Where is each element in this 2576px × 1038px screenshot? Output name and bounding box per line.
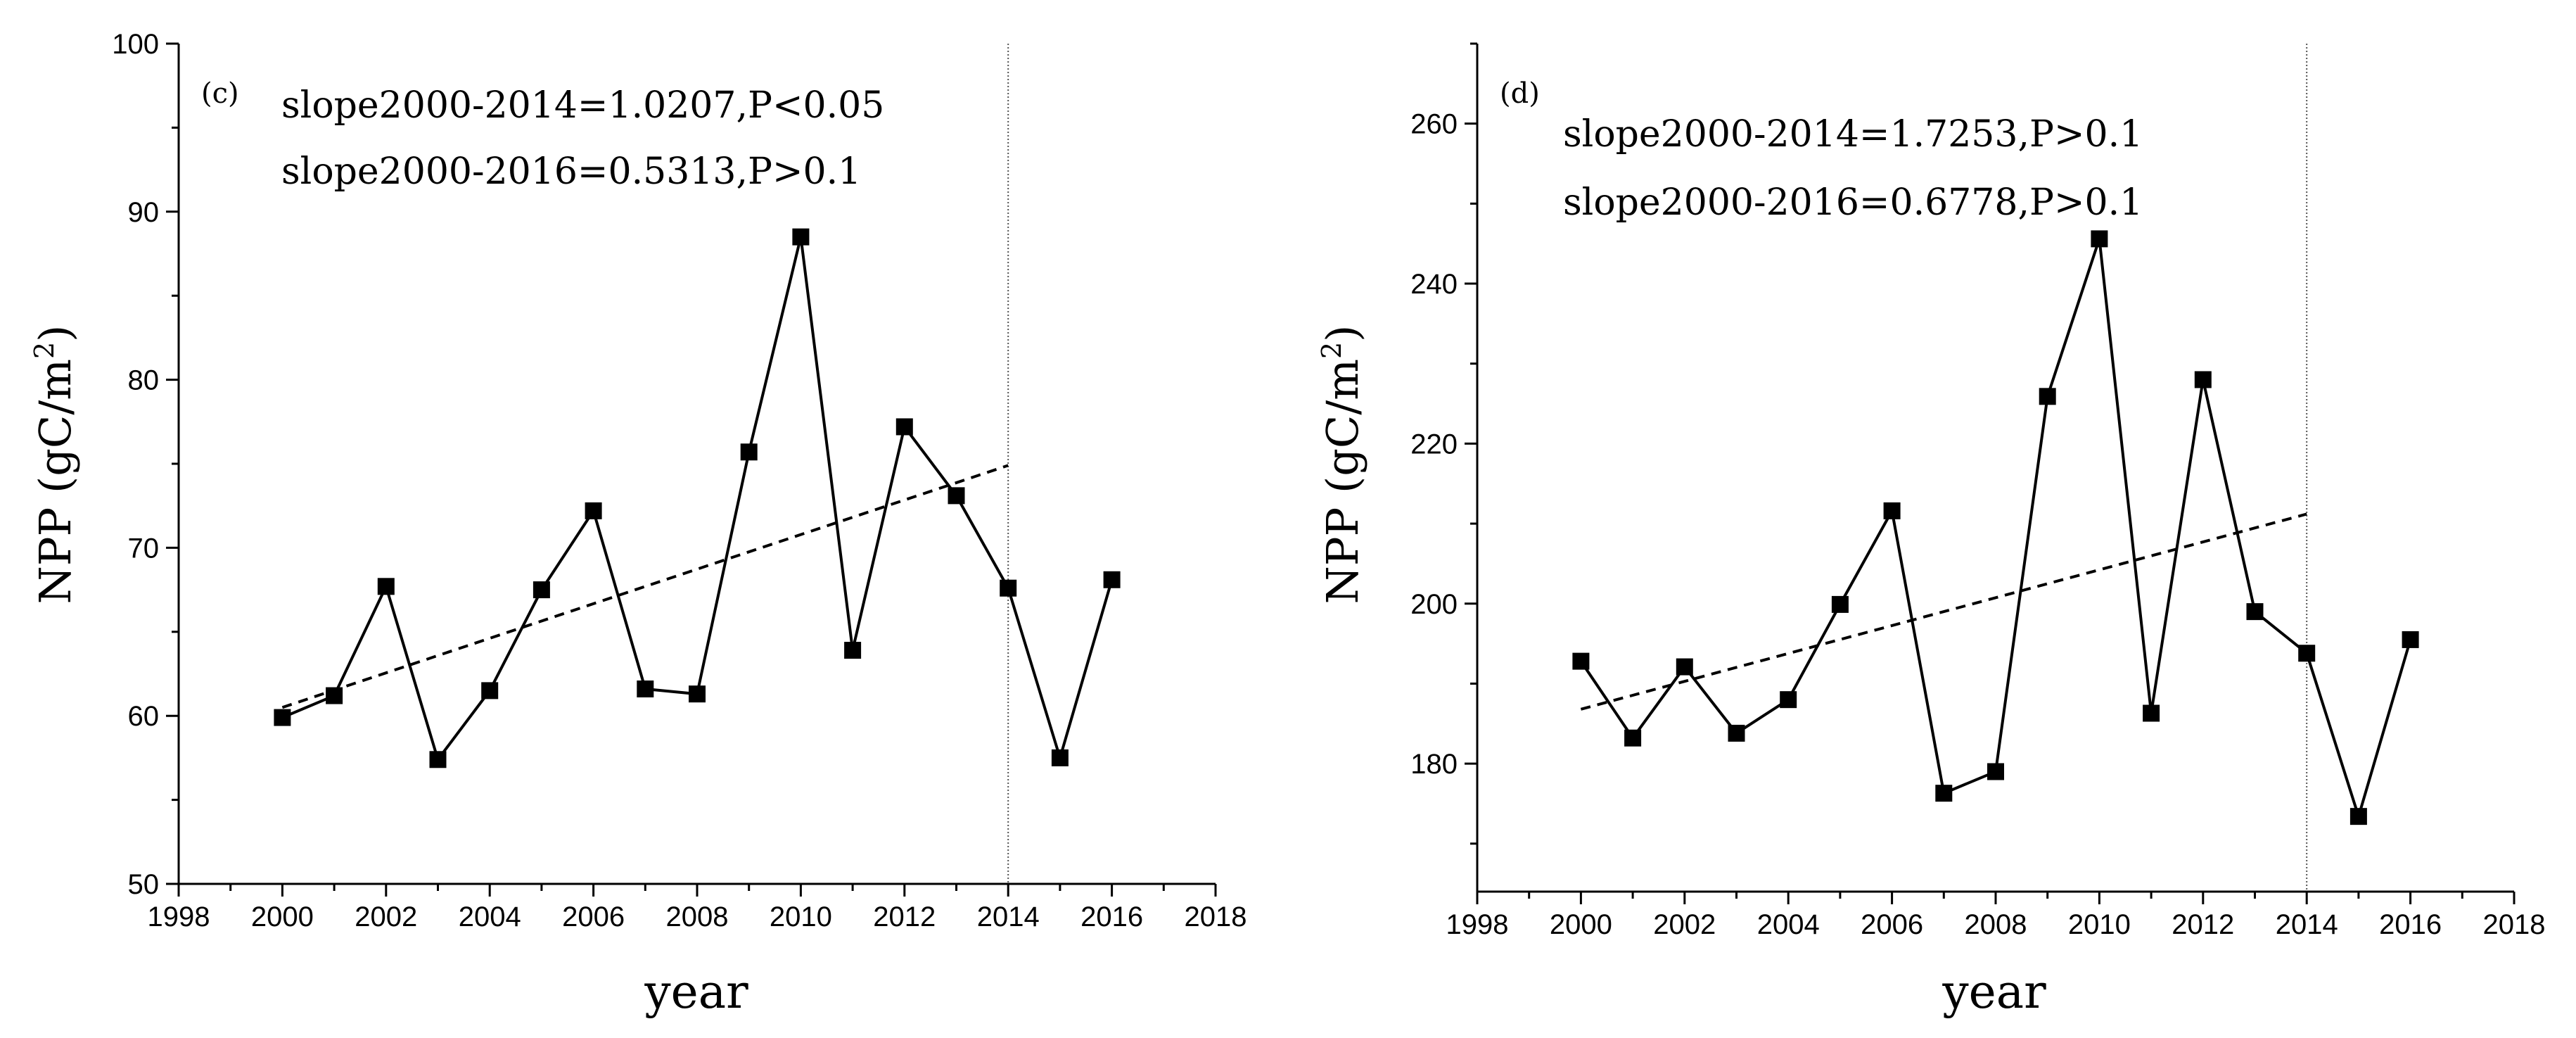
data-point	[844, 642, 862, 659]
data-point	[2091, 230, 2108, 248]
y-tick-label: 50	[128, 869, 160, 900]
data-point	[1987, 763, 2004, 780]
x-tick-label: 2002	[1653, 909, 1716, 940]
panel-c: 1998 2000 2002 2004 2006 2008 2010 2012 2014 2016…	[29, 29, 1246, 1019]
y-tick-label: 90	[128, 197, 160, 228]
data-point	[1780, 691, 1797, 709]
data-point	[1051, 749, 1069, 766]
x-tick-label: 2004	[1757, 909, 1820, 940]
x-tick-label: 2004	[459, 901, 521, 932]
x-axis-title: year	[644, 965, 748, 1019]
x-tick-label: 2018	[2483, 909, 2546, 940]
data-point	[792, 228, 810, 246]
data-point	[2194, 371, 2212, 388]
trend-line	[1580, 512, 2307, 711]
y-axis-title-superscript: 2	[1316, 342, 1347, 359]
data-point	[326, 687, 343, 704]
y-tick-label: 70	[128, 533, 160, 564]
slope-annotation: slope2000-2016=0.5313,P>0.1	[281, 151, 861, 193]
data-point	[481, 682, 499, 700]
data-point	[2143, 704, 2160, 722]
data-point	[533, 581, 550, 599]
data-point	[274, 709, 291, 726]
data-point	[2039, 388, 2056, 405]
x-tick-label: 1998	[148, 901, 210, 932]
data-point	[1000, 579, 1017, 597]
x-tick-label: 2006	[1861, 909, 1923, 940]
data-point	[429, 751, 447, 768]
x-tick-label: 2010	[2068, 909, 2131, 940]
data-point	[2246, 603, 2264, 621]
data-point	[1624, 729, 1642, 747]
y-tick-label: 100	[112, 29, 159, 60]
y-axis-title: NPP (gC/m2)	[1316, 325, 1368, 605]
x-tick-label: 2010	[770, 901, 832, 932]
series-line-npp	[1579, 238, 2412, 821]
data-point	[1103, 571, 1121, 588]
y-tick-label: 220	[1410, 429, 1458, 460]
data-point	[2349, 808, 2367, 825]
panel-label: (d)	[1500, 77, 1540, 110]
x-axis-title: year	[1941, 965, 2046, 1019]
panel-d: 1998 2000 2002 2004 2006 2008 2010 2012 2014 2016…	[1316, 42, 2546, 1019]
y-tick-label: 60	[128, 701, 160, 732]
data-point	[1883, 502, 1901, 519]
y-axis-title-main: NPP (gC/m	[30, 359, 81, 604]
x-tick-label: 2016	[1080, 901, 1143, 932]
data-point	[689, 685, 706, 703]
panel-label: (c)	[201, 77, 239, 110]
y-axis-title-superscript: 2	[29, 342, 60, 359]
y-axis-title-tail: )	[1317, 325, 1368, 342]
y-tick-label: 260	[1410, 109, 1458, 140]
series-line-npp	[281, 236, 1114, 763]
x-tick-label: 2012	[2172, 909, 2234, 940]
x-tick-label: 2012	[873, 901, 936, 932]
data-point	[2298, 645, 2316, 662]
data-point	[948, 487, 965, 505]
slope-annotation: slope2000-2014=1.0207,P<0.05	[281, 84, 884, 127]
data-point	[1831, 595, 1849, 613]
slope-annotation: slope2000-2014=1.7253,P>0.1	[1563, 113, 2143, 156]
y-tick-label: 180	[1410, 749, 1458, 780]
y-tick-label: 240	[1410, 269, 1458, 300]
data-point	[637, 680, 654, 697]
data-point	[1572, 652, 1590, 670]
y-axis-title-main: NPP (gC/m	[1317, 359, 1368, 604]
data-point	[2402, 631, 2419, 648]
x-tick-label: 2016	[2379, 909, 2442, 940]
x-tick-label: 2014	[977, 901, 1040, 932]
x-tick-label: 2000	[251, 901, 314, 932]
data-point	[377, 578, 395, 595]
x-tick-label: 2002	[355, 901, 417, 932]
data-point	[1935, 785, 1953, 802]
data-point	[895, 418, 913, 436]
x-tick-label: 2006	[562, 901, 625, 932]
x-tick-label: 2008	[666, 901, 729, 932]
data-point	[740, 443, 758, 461]
trend-line	[281, 464, 1009, 709]
data-point	[585, 502, 602, 519]
y-axis-title-tail: )	[30, 325, 81, 342]
data-point	[1728, 724, 1745, 742]
x-tick-label: 2000	[1550, 909, 1612, 940]
x-tick-label: 2014	[2276, 909, 2338, 940]
y-axis-title: NPP (gC/m2)	[29, 325, 81, 605]
x-tick-label: 1998	[1446, 909, 1509, 940]
x-tick-label: 2018	[1185, 901, 1247, 932]
y-tick-label: 200	[1410, 589, 1458, 620]
slope-annotation: slope2000-2016=0.6778,P>0.1	[1563, 182, 2143, 224]
data-point	[1676, 658, 1693, 676]
x-tick-label: 2008	[1965, 909, 2027, 940]
y-tick-label: 80	[128, 365, 160, 396]
